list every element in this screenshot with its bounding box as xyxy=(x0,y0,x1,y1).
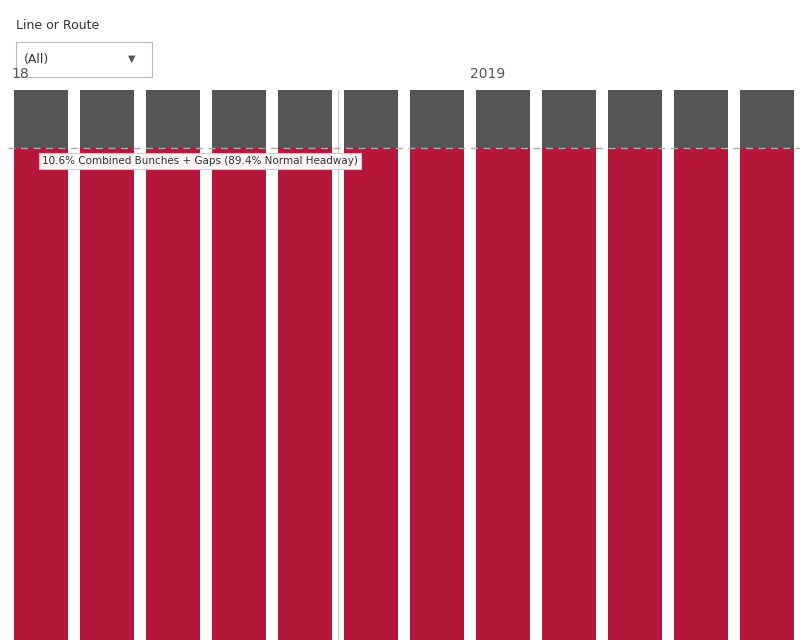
Bar xyxy=(146,90,200,148)
Bar xyxy=(80,90,134,148)
Bar xyxy=(278,148,332,640)
Bar xyxy=(674,90,728,148)
Text: 18: 18 xyxy=(11,67,29,81)
Bar xyxy=(410,148,464,640)
Bar xyxy=(212,148,266,640)
Bar xyxy=(674,148,728,640)
Bar xyxy=(608,148,662,640)
Bar xyxy=(14,148,68,640)
Bar xyxy=(278,90,332,148)
Bar xyxy=(608,90,662,148)
Text: (All): (All) xyxy=(24,52,50,66)
Text: 2019: 2019 xyxy=(470,67,506,81)
Text: Line or Route: Line or Route xyxy=(16,19,99,32)
Bar xyxy=(476,148,530,640)
Bar xyxy=(740,90,794,148)
Bar xyxy=(476,90,530,148)
Bar xyxy=(212,90,266,148)
Bar xyxy=(410,90,464,148)
Bar xyxy=(344,148,398,640)
Bar xyxy=(14,90,68,148)
Bar xyxy=(740,148,794,640)
Bar xyxy=(80,148,134,640)
Bar xyxy=(542,90,596,148)
Text: ▼: ▼ xyxy=(128,54,135,64)
Text: 10.6% Combined Bunches + Gaps (89.4% Normal Headway): 10.6% Combined Bunches + Gaps (89.4% Nor… xyxy=(42,156,358,166)
Bar xyxy=(344,90,398,148)
Bar xyxy=(146,148,200,640)
Bar xyxy=(542,148,596,640)
